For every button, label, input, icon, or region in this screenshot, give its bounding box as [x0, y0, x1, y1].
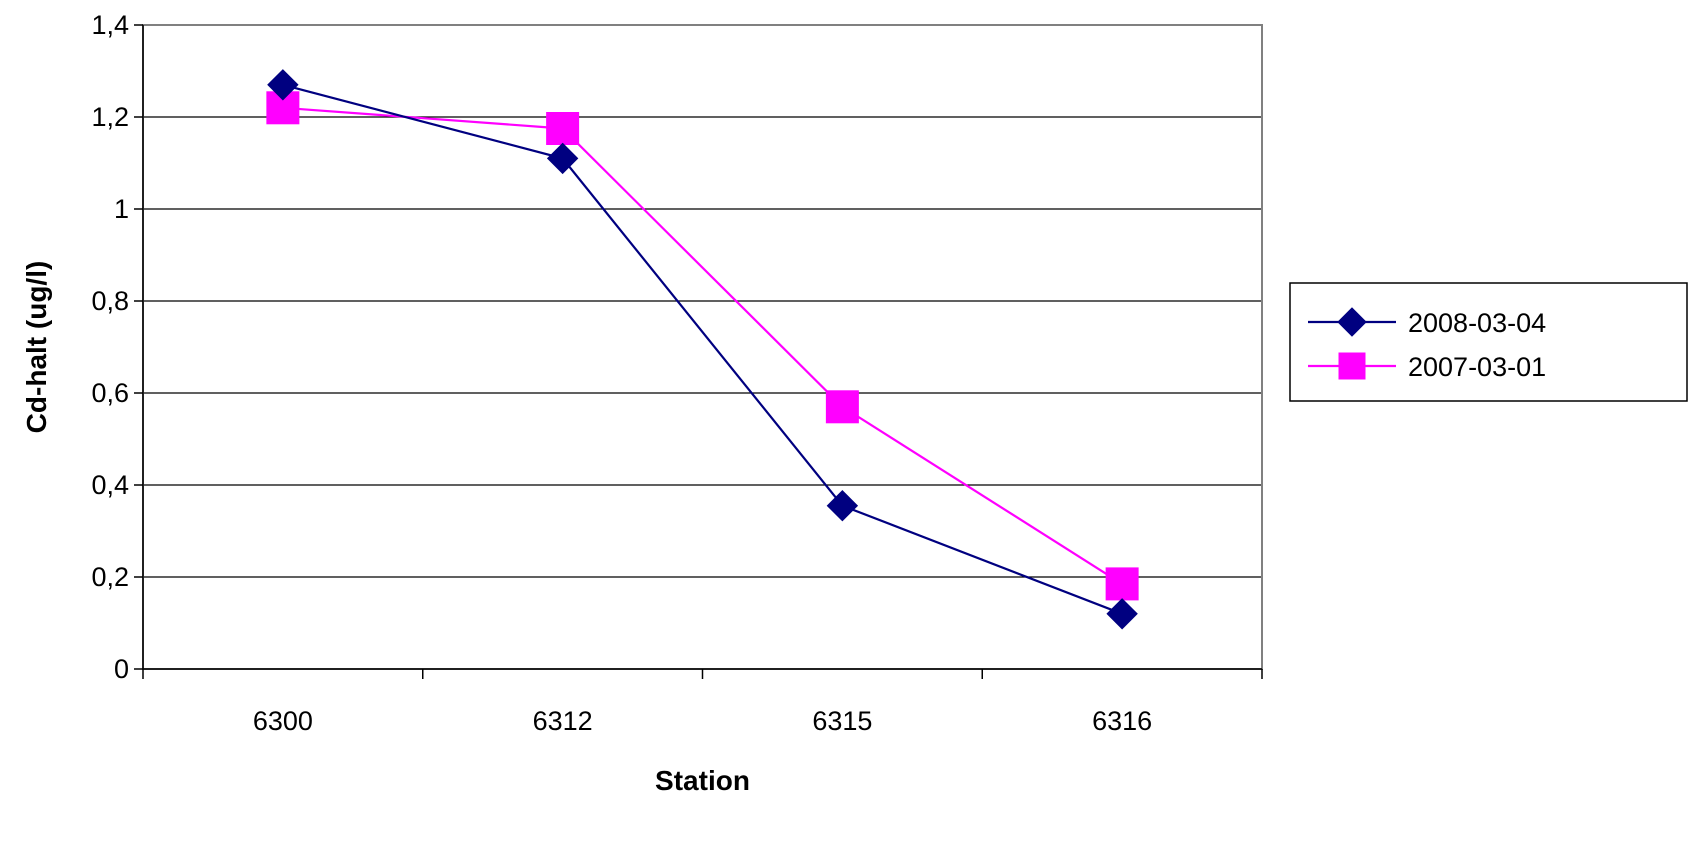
- data-point-diamond: [546, 142, 579, 175]
- x-tick-label: 6316: [1092, 706, 1152, 736]
- series-line: [282, 83, 1123, 615]
- data-point-diamond: [267, 69, 299, 101]
- data-point-diamond: [826, 489, 859, 522]
- axes: [134, 24, 1263, 679]
- data-point-square: [1338, 352, 1366, 380]
- y-tick-label: 0,8: [91, 286, 129, 316]
- legend-box: [1289, 282, 1688, 402]
- legend-label: 2007-03-01: [1408, 352, 1546, 382]
- y-tick-label: 0,4: [91, 470, 129, 500]
- y-tick-label: 1,2: [91, 102, 129, 132]
- data-point-square: [825, 390, 859, 424]
- plot-area: [142, 24, 1263, 670]
- x-tick-labels: 6300 6312 6315 6316: [253, 706, 1152, 736]
- legend-item: 2008-03-04: [1308, 307, 1546, 338]
- data-point-square: [1105, 567, 1139, 601]
- y-tick-label: 0,6: [91, 378, 129, 408]
- y-tick-label: 1: [114, 194, 129, 224]
- x-axis-title: Station: [655, 765, 750, 796]
- x-tick-label: 6300: [253, 706, 313, 736]
- gridlines: [143, 24, 1262, 578]
- series-2008-03-04: [267, 69, 1138, 630]
- series-2007-03-01: [266, 91, 1139, 601]
- data-point-diamond: [1337, 307, 1367, 337]
- y-axis-title: Cd-halt (ug/l): [21, 261, 52, 434]
- y-tick-label: 0,2: [91, 562, 129, 592]
- series-line: [282, 106, 1123, 585]
- data-point-square: [546, 112, 580, 145]
- y-tick-label: 1,4: [91, 10, 129, 40]
- data-point-diamond: [1106, 598, 1138, 630]
- legend: 2008-03-04 2007-03-01: [1289, 282, 1688, 402]
- y-tick-label: 0: [114, 654, 129, 684]
- legend-item: 2007-03-01: [1308, 352, 1546, 382]
- x-tick-label: 6312: [533, 706, 593, 736]
- series-layer: [266, 69, 1139, 630]
- y-tick-labels: 0 0,2 0,4 0,6 0,8 1 1,2 1,4: [91, 10, 129, 684]
- x-tick-label: 6315: [812, 706, 872, 736]
- legend-label: 2008-03-04: [1408, 308, 1546, 338]
